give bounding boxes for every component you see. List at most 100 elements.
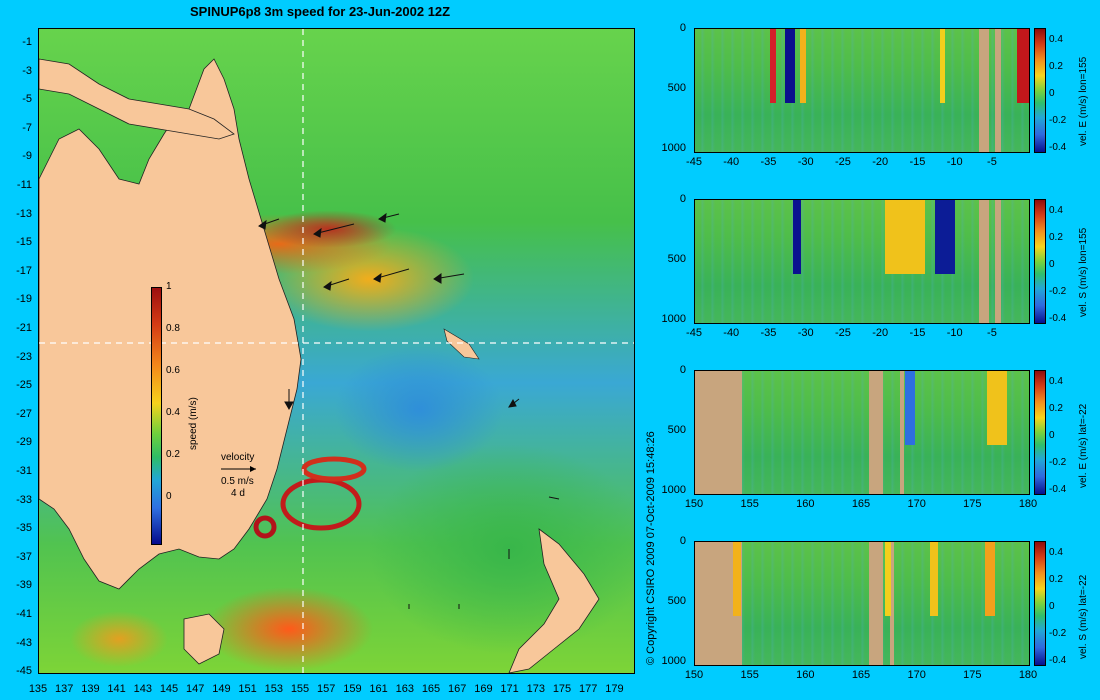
panel-x-tick: -40: [723, 327, 740, 339]
lat-tick-label: -41: [16, 608, 32, 620]
panel-x-tick: -15: [909, 156, 926, 168]
lon-tick-label: 143: [133, 683, 152, 695]
panel-colorbar: [1034, 370, 1046, 495]
panel-velocity-feature: [733, 542, 741, 616]
panel-land-mask: [900, 371, 904, 494]
speed-colorbar-tick: 0.4: [166, 407, 180, 418]
panel-land-mask: [869, 542, 883, 665]
section-panel: [694, 541, 1030, 666]
australia-land: [39, 58, 302, 590]
panel-x-tick: 180: [1018, 498, 1038, 510]
lat-tick-label: -45: [16, 665, 32, 678]
lon-tick-label: 163: [395, 683, 414, 695]
panel-velocity-feature: [905, 371, 915, 445]
panel-depth-tick: 500: [667, 595, 686, 607]
panel-x-tick: -25: [835, 156, 851, 168]
lat-tick-label: -19: [16, 293, 32, 306]
new-caledonia-land: [443, 328, 480, 360]
panel-depth-tick: 0: [679, 193, 686, 205]
panel-x-tick: -40: [723, 156, 740, 168]
panel-x-tick: -35: [760, 327, 777, 339]
panel-depth-tick: 0: [679, 364, 686, 376]
speed-colorbar-label: speed (m/s): [188, 397, 199, 450]
panel-colorbar-tick: 0.2: [1049, 232, 1063, 243]
lon-tick-label: 139: [81, 683, 100, 695]
tasmania-land: [183, 613, 225, 665]
panel-x-tick: 155: [740, 498, 759, 510]
lon-tick-label: 171: [500, 683, 519, 695]
panel-colorbar-tick: -0.2: [1049, 457, 1067, 468]
panel-x-tick: 170: [907, 669, 926, 681]
panel-depth-tick: 500: [667, 82, 686, 94]
new-zealand-land: [508, 528, 600, 673]
panel-velocity-feature: [885, 542, 891, 616]
copyright-text: © Copyright CSIRO 2009 07-Oct-2009 15:48…: [645, 431, 657, 665]
panel-colorbar-tick: -0.4: [1049, 142, 1067, 153]
panel-x-tick: 175: [963, 669, 982, 681]
lon-tick-label: 177: [579, 683, 598, 695]
panel-colorbar-tick: -0.4: [1049, 484, 1067, 495]
lat-tick-label: -43: [16, 636, 32, 649]
lat-tick-label: -21: [16, 322, 32, 334]
lon-tick-label: 147: [186, 683, 205, 695]
panel-colorbar: [1034, 541, 1046, 666]
panel-colorbar-tick: 0: [1049, 430, 1055, 441]
panel-depth-tick: 1000: [661, 142, 686, 154]
velocity-legend-scale: 0.5 m/s: [221, 476, 254, 487]
panel-velocity-feature: [935, 200, 955, 274]
panel-x-tick: -20: [872, 327, 889, 339]
panel-x-tick: 160: [796, 498, 815, 510]
panel-velocity-feature: [800, 29, 806, 103]
panel-x-tick: 155: [740, 669, 759, 681]
panel-colorbar-tick: 0.4: [1049, 547, 1063, 558]
panel-x-tick: 175: [963, 498, 982, 510]
panel-x-tick: 170: [907, 498, 926, 510]
speed-colorbar-tick: 1: [166, 281, 172, 292]
panel-colorbar-tick: 0.2: [1049, 574, 1063, 585]
panel-x-tick: 165: [851, 669, 871, 681]
lon-tick-label: 135: [28, 683, 48, 695]
lat-tick-label: -7: [22, 121, 32, 134]
panel-colorbar-tick: 0.4: [1049, 376, 1063, 387]
panel-velocity-feature: [987, 371, 1007, 445]
lat-tick-label: -13: [16, 207, 32, 220]
lat-tick-label: -33: [16, 493, 32, 506]
panel-x-tick: -15: [909, 327, 926, 339]
panel-x-tick: 150: [684, 498, 704, 510]
lat-tick-label: -39: [16, 579, 32, 592]
lat-tick-label: -23: [16, 350, 32, 363]
panel-velocity-feature: [940, 29, 945, 103]
panel-x-tick: 165: [851, 498, 871, 510]
lon-tick-label: 157: [317, 683, 336, 695]
velocity-legend-title: velocity: [221, 452, 255, 463]
panel-colorbar-tick: -0.2: [1049, 286, 1067, 297]
panel-velocity-feature: [793, 200, 801, 274]
lat-tick-label: -5: [22, 93, 32, 106]
eddy-ring: [301, 456, 367, 482]
panel-colorbar-tick: -0.4: [1049, 655, 1067, 666]
lat-tick-label: -1: [22, 36, 32, 48]
panel-colorbar-tick: 0: [1049, 259, 1055, 270]
panel-x-tick: 150: [684, 669, 704, 681]
lon-tick-label: 149: [212, 683, 231, 695]
lat-tick-label: -25: [16, 379, 32, 392]
lat-tick-label: -3: [22, 64, 32, 77]
lat-tick-label: -27: [16, 407, 32, 420]
panel-land-mask: [979, 200, 989, 323]
lat-tick-label: -37: [16, 550, 32, 563]
lat-tick-label: -9: [22, 150, 32, 163]
lon-tick-label: 151: [238, 683, 257, 695]
velocity-legend: velocity 0.5 m/s 4 d: [221, 452, 261, 500]
panel-land-mask: [995, 200, 1001, 323]
speed-colorbar-tick: 0.2: [166, 449, 180, 460]
velocity-legend-arrow-icon: [221, 466, 256, 472]
panel-depth-tick: 500: [667, 424, 686, 436]
lon-tick-label: 137: [55, 683, 74, 695]
panel-x-tick: -45: [686, 327, 702, 339]
lon-tick-label: 175: [552, 683, 572, 695]
lat-tick-label: -35: [16, 522, 32, 535]
panel-colorbar-tick: 0.4: [1049, 34, 1063, 45]
panel-x-tick: -30: [797, 327, 814, 339]
panel-depth-tick: 1000: [661, 655, 686, 667]
lat-tick-label: -29: [16, 436, 32, 449]
